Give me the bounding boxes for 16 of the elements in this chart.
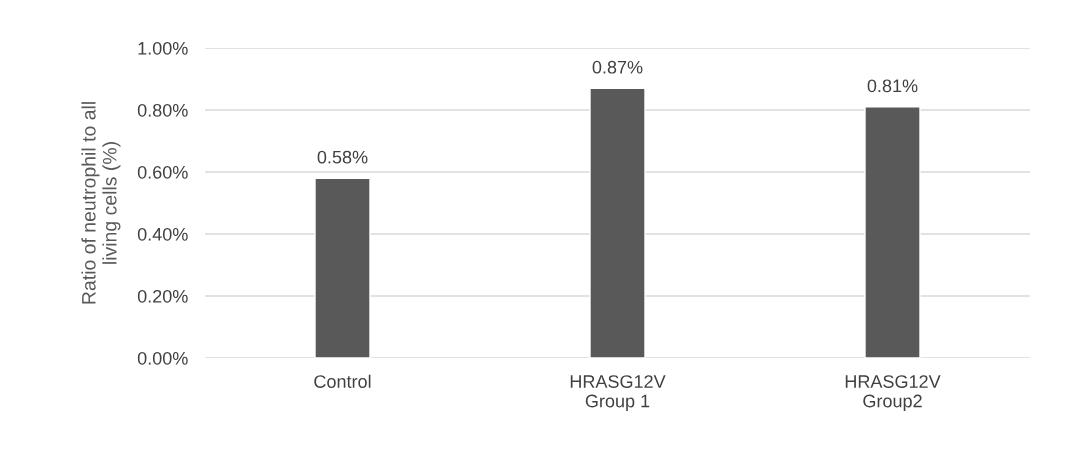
y-tick-label: 0.40%	[137, 227, 188, 241]
data-label: 0.81%	[867, 79, 918, 93]
y-tick-label: 0.80%	[137, 103, 188, 117]
x-tick-label: HRASG12V Group2	[845, 375, 941, 411]
y-axis-title: Ratio of neutrophil to all living cells (%)	[81, 102, 121, 304]
data-label: 0.87%	[592, 60, 643, 74]
bar	[864, 106, 921, 358]
bar	[314, 177, 371, 358]
data-label: 0.58%	[317, 150, 368, 164]
x-tick-label: HRASG12V Group 1	[570, 375, 666, 411]
y-tick-label: 0.00%	[137, 351, 188, 365]
bar	[589, 87, 646, 358]
y-tick-label: 0.20%	[137, 289, 188, 303]
y-tick-label: 0.60%	[137, 165, 188, 179]
y-tick-label: 1.00%	[138, 41, 188, 55]
x-tick-label: Control	[314, 374, 371, 388]
